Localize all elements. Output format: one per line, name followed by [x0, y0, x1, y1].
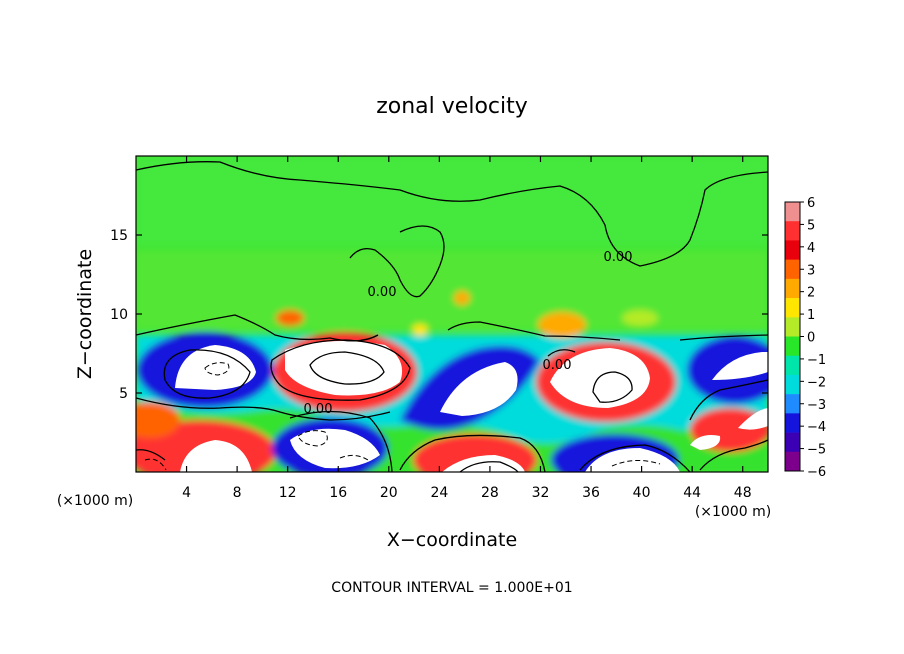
x-tick-label: 40 [633, 485, 651, 501]
x-tick-label: 4 [182, 485, 191, 501]
contour-label: 0.00 [368, 285, 397, 300]
colorbar-swatch [785, 240, 800, 260]
y-tick-label: 15 [110, 228, 128, 244]
colorbar-tick-label: 4 [807, 241, 815, 256]
colorbar-tick-label: −4 [807, 420, 826, 435]
x-tick-label: 44 [683, 485, 701, 501]
colorbar-swatch [785, 221, 800, 241]
colorbar-tick-label: −5 [807, 443, 826, 458]
contour-lines [136, 161, 768, 472]
colorbar-swatch [785, 374, 800, 395]
colorbar-tick-label: 3 [807, 263, 815, 278]
x-tick-label: 16 [329, 485, 347, 501]
x-axis-ticks: 4 8 12 16 20 24 28 32 36 40 44 48 [182, 156, 752, 501]
chart-title: zonal velocity [376, 94, 528, 119]
colorbar-tick-label: 2 [807, 286, 815, 301]
saturated-regions [175, 341, 768, 472]
x-tick-label: 24 [430, 485, 448, 501]
colorbar-swatch [785, 278, 800, 299]
colorbar-tick-label: 5 [807, 218, 815, 233]
colorbar-swatch [785, 259, 800, 280]
colorbar-tick-label: −3 [807, 398, 826, 413]
colorbar-swatch [785, 394, 800, 414]
colorbar-swatch [785, 336, 800, 357]
x-unit-left: (×1000 m) [57, 493, 133, 509]
contour-interval-note: CONTOUR INTERVAL = 1.000E+01 [331, 580, 572, 596]
contour-lines-negative [144, 362, 661, 471]
colorbar-tick-label: 6 [807, 196, 815, 211]
contour-labels: 0.00 0.00 0.00 0.00 [304, 250, 633, 417]
colorbar-tick-label: 1 [807, 308, 815, 323]
y-axis-label: Z−coordinate [74, 249, 96, 379]
colorbar-swatch [785, 413, 800, 433]
contour-label: 0.00 [543, 358, 572, 373]
colorbar-tick-label: −6 [807, 465, 826, 480]
colorbar-swatch [785, 298, 800, 318]
contour-label: 0.00 [604, 250, 633, 265]
colorbar-tick-label: 0 [807, 331, 815, 346]
x-tick-label: 36 [582, 485, 600, 501]
colorbar: 6 5 4 3 2 1 0 −1 −2 −3 −4 −5 −6 [784, 196, 826, 480]
colorbar-swatch [785, 451, 800, 472]
colorbar-swatch [785, 432, 800, 453]
x-tick-label: 12 [279, 485, 297, 501]
velocity-field [136, 156, 768, 472]
x-unit-right: (×1000 m) [695, 504, 771, 520]
x-tick-label: 20 [380, 485, 398, 501]
colorbar-swatch [785, 202, 800, 222]
colorbar-tick-label: −2 [807, 375, 826, 390]
x-tick-label: 48 [734, 485, 752, 501]
colorbar-swatch [785, 317, 800, 337]
y-tick-label: 5 [119, 386, 128, 402]
contour-label: 0.00 [304, 402, 333, 417]
x-tick-label: 8 [233, 485, 242, 501]
y-axis-ticks: 5 10 15 [110, 228, 768, 402]
x-tick-label: 28 [481, 485, 499, 501]
y-tick-label: 10 [110, 307, 128, 323]
x-axis-label: X−coordinate [387, 529, 517, 551]
colorbar-swatch [785, 355, 800, 376]
x-tick-label: 32 [532, 485, 550, 501]
colorbar-tick-label: −1 [807, 353, 826, 368]
